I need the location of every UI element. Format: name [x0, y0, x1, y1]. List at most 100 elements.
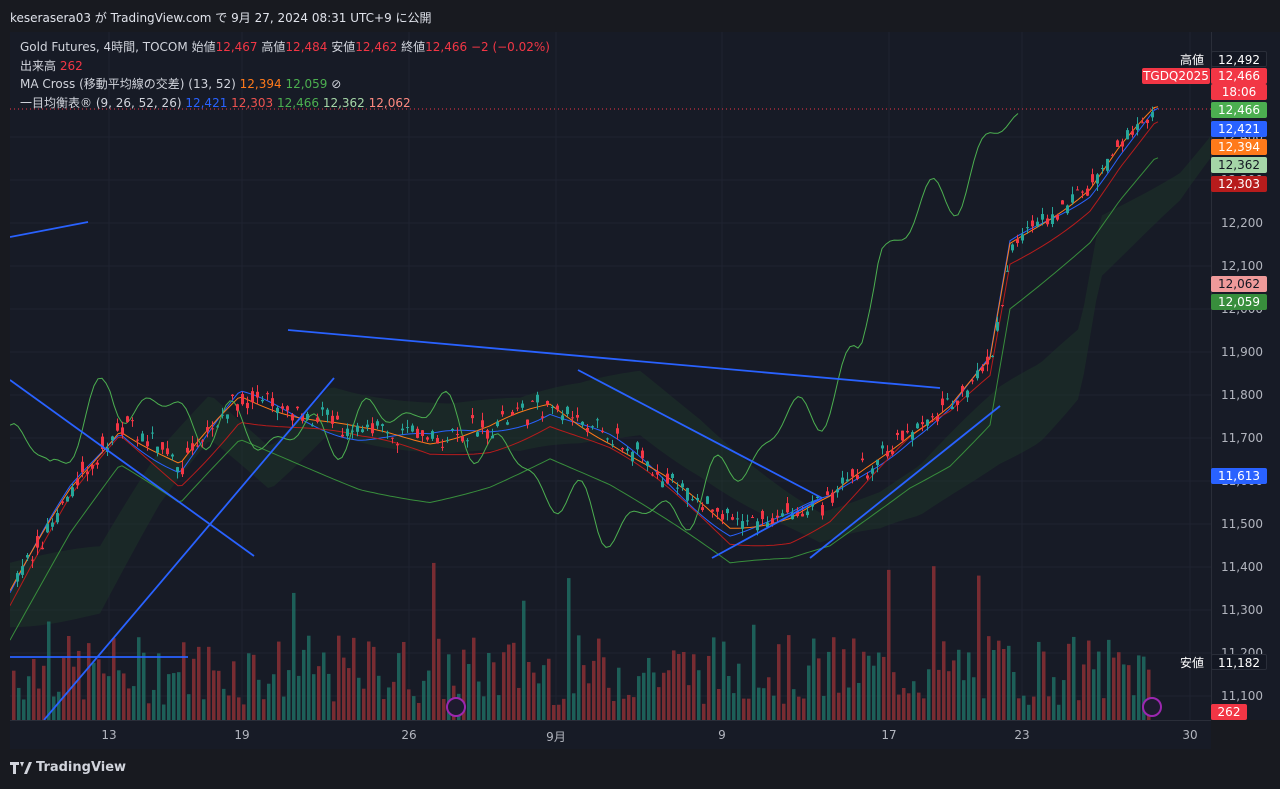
- candle-body: [206, 427, 209, 432]
- low-price-tag: 11,182: [1211, 654, 1267, 670]
- volume-bar: [1027, 704, 1031, 720]
- candle-body: [686, 488, 689, 501]
- volume-bar: [307, 635, 311, 720]
- candle-body: [366, 424, 369, 428]
- volume-bar: [532, 672, 536, 720]
- candle-body: [1116, 140, 1119, 148]
- volume-bar: [1052, 677, 1056, 720]
- candle-body: [581, 421, 584, 426]
- volume-bar: [547, 658, 551, 720]
- candle-body: [146, 441, 149, 447]
- candle-body: [506, 422, 509, 425]
- candle-body: [166, 448, 169, 455]
- volume-bar: [657, 687, 661, 720]
- candle-body: [1086, 188, 1089, 196]
- candle-body: [1126, 130, 1129, 140]
- chart-pane[interactable]: [10, 32, 1211, 720]
- volume-bar: [1042, 651, 1046, 720]
- candle-body: [556, 405, 559, 410]
- tradingview-logo[interactable]: TradingView: [10, 760, 126, 775]
- candle-body: [1041, 214, 1044, 220]
- legend-ichimoku[interactable]: 一目均衡表® (9, 26, 52, 26) 12,421 12,303 12,…: [20, 94, 550, 113]
- volume-bar: [272, 674, 276, 720]
- time-axis[interactable]: [10, 720, 1211, 749]
- volume-bar: [1127, 665, 1131, 720]
- hidden-eye-icon[interactable]: ⊘: [331, 77, 342, 91]
- volume-bar: [857, 682, 861, 720]
- tradingview-logo-icon: [10, 761, 32, 774]
- ma-fast-line: [10, 106, 1159, 591]
- volume-bar: [27, 676, 31, 720]
- ichi-lagging-tag: 12,466: [1211, 102, 1267, 118]
- candle-body: [401, 428, 404, 431]
- chart-legend: Gold Futures, 4時間, TOCOM 始値12,467 高値12,4…: [20, 38, 550, 112]
- candle-body: [191, 443, 194, 451]
- candle-body: [866, 475, 869, 479]
- price-tick: 11,100: [1221, 689, 1263, 703]
- candle-body: [776, 515, 779, 518]
- volume-bar: [967, 652, 971, 720]
- candle-body: [246, 402, 249, 409]
- candle-body: [831, 492, 834, 503]
- volume-bar: [637, 676, 641, 720]
- ichi-span-b-tag: 12,062: [1211, 276, 1267, 292]
- volume-bar: [1132, 695, 1136, 720]
- candle-body: [816, 496, 819, 499]
- candle-body: [1066, 205, 1069, 214]
- candle-body: [741, 521, 744, 529]
- volume-bar: [597, 638, 601, 720]
- volume-bar: [672, 650, 676, 720]
- candle-body: [651, 474, 654, 476]
- price-chart[interactable]: [10, 32, 1211, 720]
- candle-body: [471, 415, 474, 419]
- volume-bar: [897, 694, 901, 720]
- candle-body: [431, 431, 434, 439]
- volume-bar: [587, 683, 591, 720]
- trend-line: [809, 405, 1001, 559]
- candle-body: [151, 432, 154, 434]
- candle-body: [1111, 154, 1114, 156]
- candle-body: [516, 407, 519, 409]
- low-label: 安値: [1180, 656, 1205, 670]
- candle-body: [966, 390, 969, 398]
- candle-body: [1061, 200, 1064, 205]
- candle-body: [426, 437, 429, 440]
- candle-body: [61, 501, 64, 504]
- volume-bar: [567, 578, 571, 720]
- volume-bar: [22, 699, 26, 720]
- candle-body: [971, 380, 974, 382]
- lightning-event-icon[interactable]: [1142, 697, 1162, 717]
- candle-body: [956, 400, 959, 405]
- candle-body: [731, 517, 734, 520]
- candle-body: [736, 518, 739, 520]
- candle-body: [501, 411, 504, 415]
- volume-bar: [262, 699, 266, 720]
- candle-body: [376, 421, 379, 426]
- volume-bar: [467, 664, 471, 720]
- volume-bar: [77, 650, 81, 720]
- volume-bar: [182, 642, 186, 720]
- volume-bar: [402, 641, 406, 720]
- volume-bar: [1142, 656, 1146, 720]
- volume-bar: [1102, 698, 1106, 720]
- candle-body: [441, 446, 444, 448]
- candle-body: [551, 406, 554, 408]
- dividends-event-icon[interactable]: [446, 697, 466, 717]
- volume-bar: [872, 665, 876, 720]
- candle-body: [156, 446, 159, 453]
- volume-bar: [287, 670, 291, 720]
- brand-name: TradingView: [36, 760, 127, 775]
- candle-body: [101, 436, 104, 449]
- candle-body: [1031, 220, 1034, 227]
- volume-bar: [582, 665, 586, 720]
- legend-ma-cross[interactable]: MA Cross (移動平均線の交差) (13, 52) 12,394 12,0…: [20, 75, 550, 94]
- volume-bar: [527, 662, 531, 720]
- volume-bar: [312, 674, 316, 720]
- candle-body: [386, 431, 389, 434]
- candle-body: [1096, 174, 1099, 184]
- candle-body: [851, 469, 854, 477]
- volume-bar: [62, 657, 66, 720]
- candle-body: [271, 398, 274, 407]
- candle-body: [371, 423, 374, 434]
- volume-bar: [697, 670, 701, 720]
